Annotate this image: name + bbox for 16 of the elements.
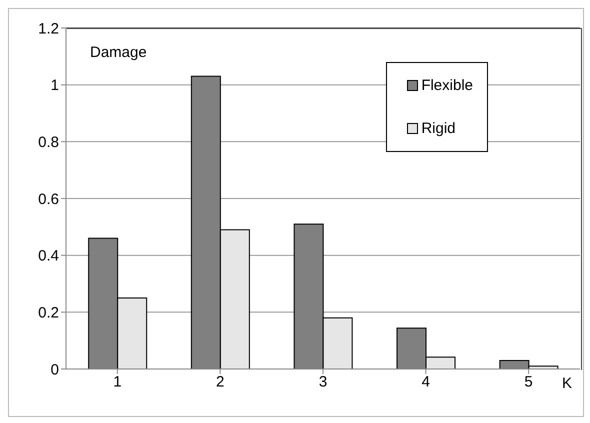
y-tick-label: 0.2 — [38, 304, 59, 322]
y-tick-label: 1 — [50, 77, 59, 94]
y-axis-title: Damage — [90, 44, 147, 61]
y-tick-label: 0 — [50, 361, 59, 378]
y-tick-label: 1.2 — [38, 20, 59, 38]
x-axis-title: K — [562, 375, 572, 392]
x-tick-label: 2 — [216, 374, 224, 391]
legend-label: Rigid — [421, 120, 456, 137]
y-tick-label: 0.8 — [38, 134, 59, 151]
x-tick-label: 1 — [113, 374, 122, 391]
x-tick-label: 3 — [318, 374, 328, 391]
x-tick-label: 4 — [422, 374, 430, 391]
y-tick-label: 0.4 — [38, 248, 59, 265]
legend-label: Flexible — [421, 77, 473, 94]
y-tick-label: 0.6 — [38, 190, 59, 208]
x-tick-label: 5 — [524, 374, 533, 391]
